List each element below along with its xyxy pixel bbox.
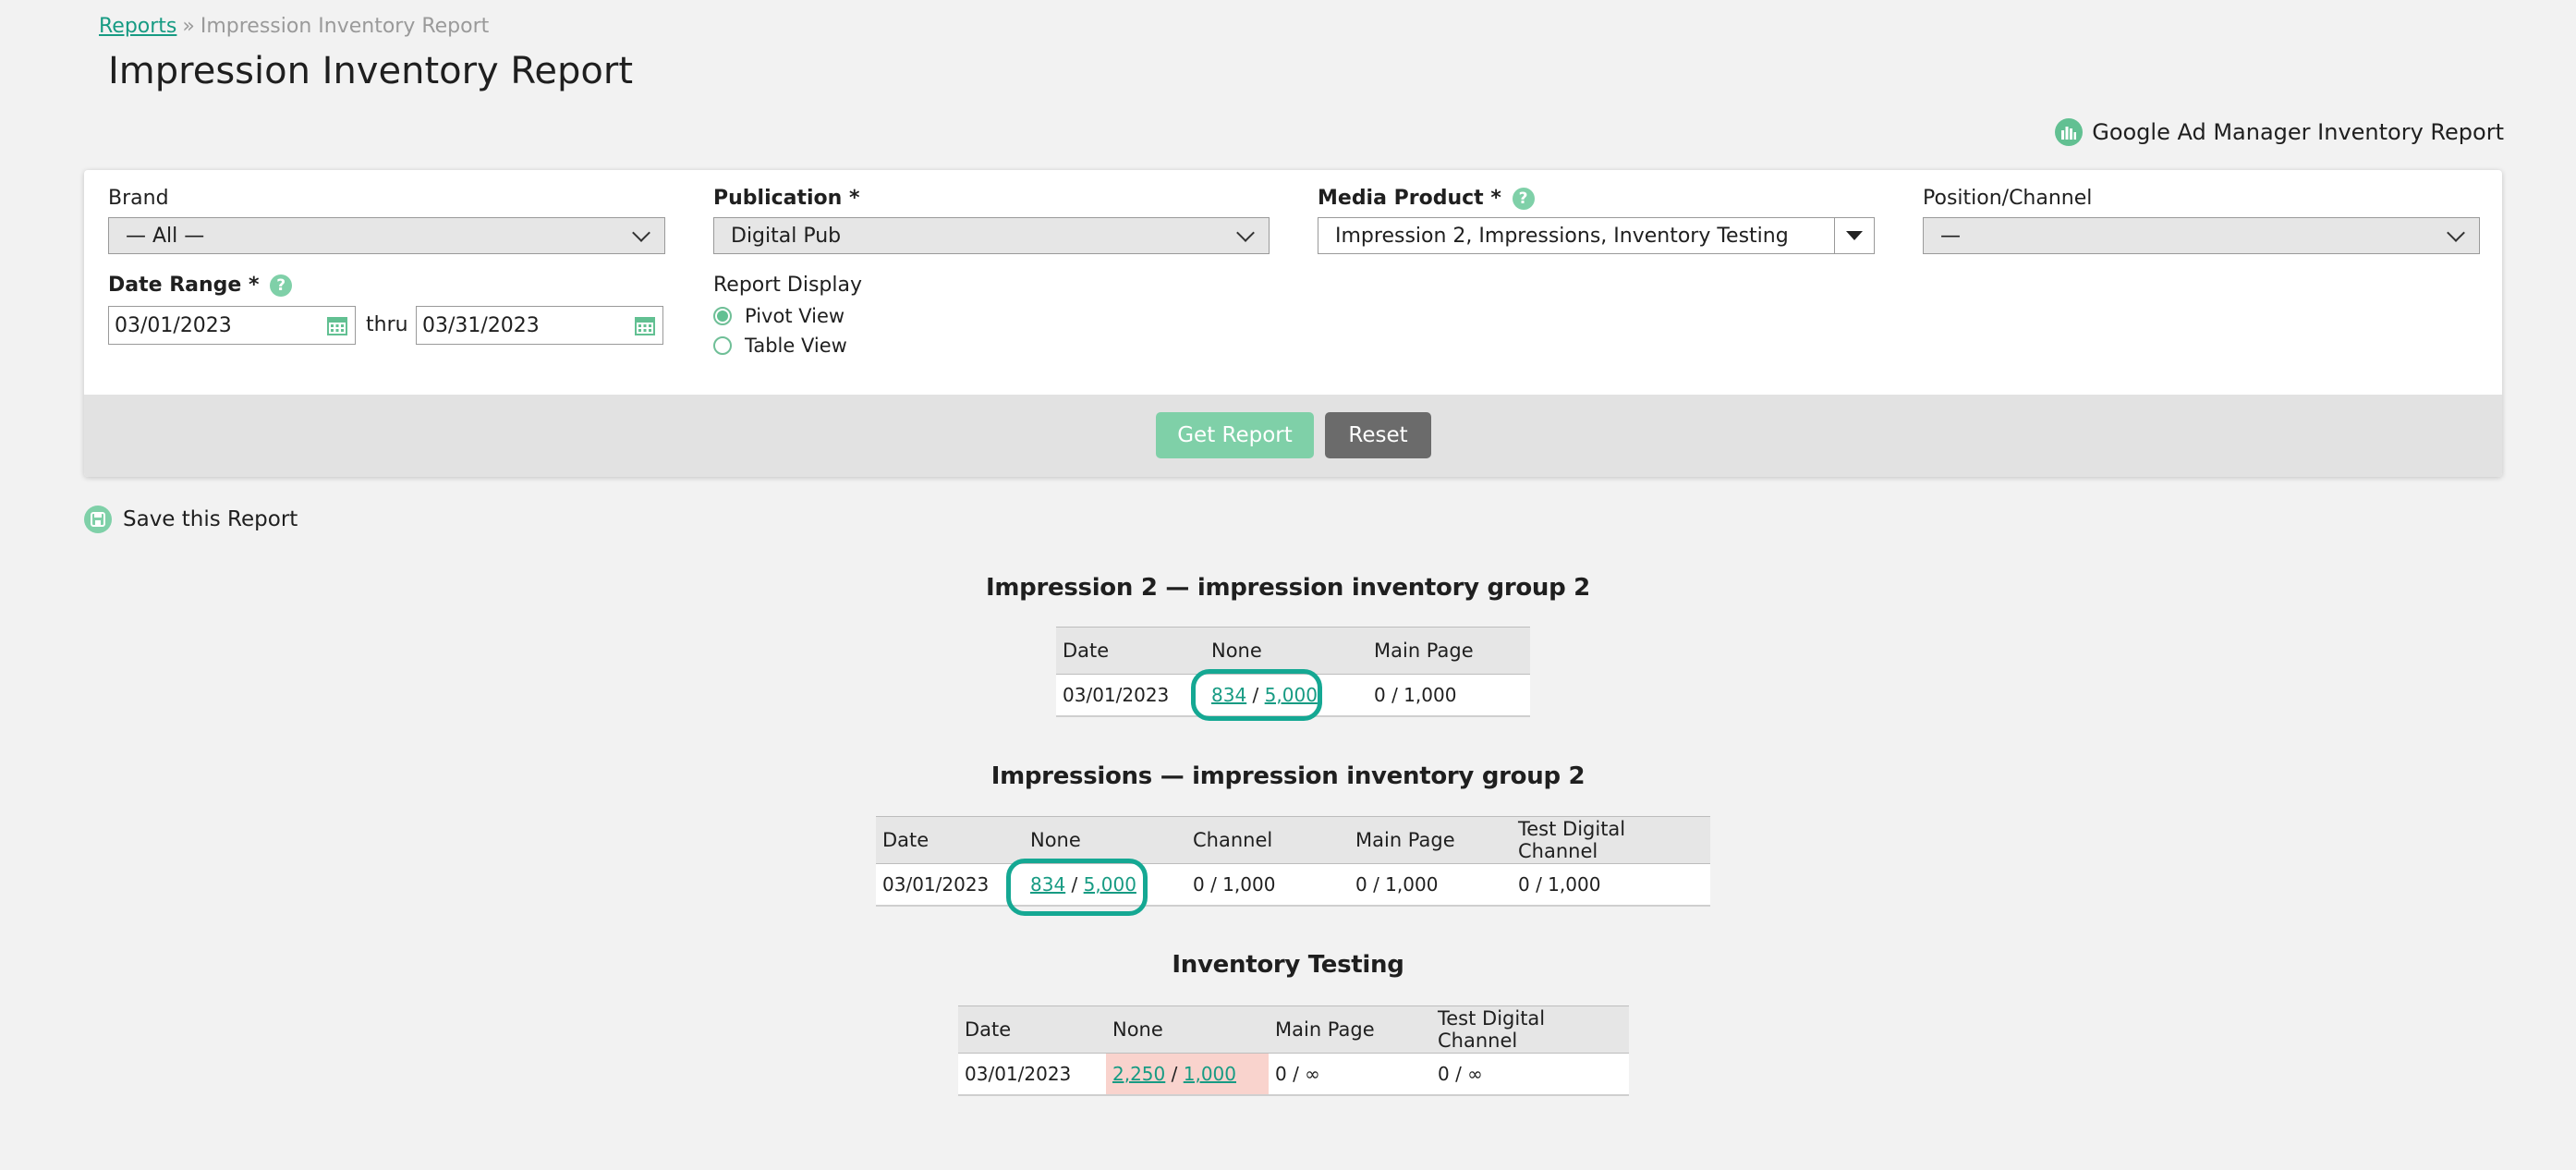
table-header-row: Date None Channel Main Page Test Digital… (876, 816, 1710, 864)
pivot-view-radio[interactable]: Pivot View (713, 305, 844, 327)
gam-link-label: Google Ad Manager Inventory Report (2092, 119, 2504, 145)
cell-test-digital-channel: 0 / 1,000 (1512, 863, 1710, 907)
column-header-none: None (1106, 1005, 1269, 1054)
cell-date: 03/01/2023 (876, 863, 1024, 907)
brand-select[interactable]: — All — (108, 217, 665, 254)
column-header-channel: Channel (1186, 816, 1349, 864)
media-product-combobox[interactable]: Impression 2, Impressions, Inventory Tes… (1318, 217, 1875, 254)
chevron-down-icon (1236, 224, 1255, 242)
calendar-icon[interactable] (635, 315, 655, 335)
report-title: Impression 2 — impression inventory grou… (986, 574, 1590, 602)
table-view-label: Table View (745, 335, 847, 357)
filter-panel: Brand — All — Publication * Digital Pub … (84, 170, 2502, 477)
help-icon[interactable]: ? (1512, 188, 1535, 210)
table-row: 03/01/2023 2,250 / 1,000 0 / ∞ 0 / ∞ (958, 1053, 1629, 1096)
column-header-main-page: Main Page (1269, 1005, 1431, 1054)
slash: / (1071, 873, 1078, 896)
cell-main-page: 0 / 1,000 (1367, 674, 1530, 717)
breadcrumb-separator: » (182, 15, 195, 38)
media-product-label: Media Product * ? (1318, 187, 1535, 210)
dropdown-toggle-button[interactable] (1834, 218, 1874, 253)
slash: / (1171, 1063, 1178, 1085)
breadcrumb: Reports» Impression Inventory Report (99, 15, 489, 38)
column-header-none: None (1205, 627, 1367, 675)
used-impressions-link[interactable]: 834 (1030, 873, 1066, 896)
save-report-link[interactable]: Save this Report (84, 506, 298, 533)
help-icon[interactable]: ? (270, 274, 293, 297)
highlight-ring (1006, 859, 1148, 916)
column-header-none: None (1024, 816, 1186, 864)
chevron-down-icon (2447, 224, 2465, 242)
start-date-value: 03/01/2023 (115, 313, 232, 337)
column-header-test-digital-channel: Test Digital Channel (1431, 1005, 1629, 1054)
bar-chart-icon (2055, 118, 2084, 146)
pivot-view-label: Pivot View (745, 305, 845, 327)
cell-none: 834 / 5,000 (1205, 674, 1367, 717)
cell-test-digital-channel: 0 / ∞ (1431, 1053, 1629, 1096)
column-header-main-page: Main Page (1349, 816, 1512, 864)
date-range-label-text: Date Range * (108, 274, 260, 297)
save-icon (84, 506, 112, 533)
table-view-radio[interactable]: Table View (713, 335, 847, 357)
publication-select-value: Digital Pub (731, 224, 842, 248)
page-title: Impression Inventory Report (108, 50, 634, 92)
media-product-value: Impression 2, Impressions, Inventory Tes… (1335, 224, 1789, 248)
total-impressions-link[interactable]: 5,000 (1083, 873, 1136, 896)
radio-selected-icon[interactable] (713, 307, 732, 325)
report-display-label: Report Display (713, 274, 863, 297)
brand-select-value: — All — (126, 224, 205, 248)
end-date-input[interactable]: 03/31/2023 (416, 306, 663, 345)
media-product-label-text: Media Product * (1318, 187, 1501, 210)
end-date-value: 03/31/2023 (422, 313, 540, 337)
report-table-impression-2: Date None Main Page 03/01/2023 834 / 5,0… (1056, 627, 1530, 717)
brand-label: Brand (108, 187, 169, 210)
chevron-down-icon (632, 224, 650, 242)
save-report-label: Save this Report (123, 507, 298, 531)
cell-main-page: 0 / 1,000 (1349, 863, 1512, 907)
gam-inventory-report-link[interactable]: Google Ad Manager Inventory Report (2055, 118, 2504, 146)
position-channel-select[interactable]: — (1923, 217, 2480, 254)
table-row: 03/01/2023 834 / 5,000 0 / 1,000 0 / 1,0… (876, 863, 1710, 907)
position-channel-label: Position/Channel (1923, 187, 2093, 210)
cell-main-page: 0 / ∞ (1269, 1053, 1431, 1096)
publication-label: Publication * (713, 187, 860, 210)
column-header-date: Date (876, 816, 1024, 864)
breadcrumb-current: Impression Inventory Report (200, 15, 490, 38)
used-impressions-link[interactable]: 2,250 (1112, 1063, 1166, 1085)
table-header-row: Date None Main Page Test Digital Channel (958, 1005, 1629, 1054)
cell-date: 03/01/2023 (1056, 674, 1205, 717)
slash: / (1252, 684, 1259, 706)
cell-none: 834 / 5,000 (1024, 863, 1186, 907)
highlight-ring (1191, 669, 1322, 721)
triangle-down-icon (1846, 231, 1863, 240)
date-range-thru: thru (366, 313, 408, 336)
column-header-main-page: Main Page (1367, 627, 1530, 675)
cell-none-over-capacity: 2,250 / 1,000 (1106, 1053, 1269, 1096)
column-header-date: Date (1056, 627, 1205, 675)
report-title: Inventory Testing (1172, 951, 1404, 979)
column-header-test-digital-channel: Test Digital Channel (1512, 816, 1710, 864)
table-header-row: Date None Main Page (1056, 627, 1530, 675)
position-channel-select-value: — (1940, 224, 1961, 248)
used-impressions-link[interactable]: 834 (1211, 684, 1247, 706)
start-date-input[interactable]: 03/01/2023 (108, 306, 356, 345)
column-header-date: Date (958, 1005, 1106, 1054)
reset-button[interactable]: Reset (1325, 412, 1431, 458)
date-range-label: Date Range * ? (108, 274, 293, 297)
get-report-button[interactable]: Get Report (1156, 412, 1314, 458)
report-title: Impressions — impression inventory group… (990, 762, 1586, 790)
calendar-icon[interactable] (327, 315, 347, 335)
filter-body: Brand — All — Publication * Digital Pub … (84, 170, 2502, 395)
report-table-inventory-testing: Date None Main Page Test Digital Channel… (958, 1005, 1629, 1096)
total-impressions-link[interactable]: 1,000 (1183, 1063, 1236, 1085)
cell-channel: 0 / 1,000 (1186, 863, 1349, 907)
publication-select[interactable]: Digital Pub (713, 217, 1270, 254)
report-table-impressions: Date None Channel Main Page Test Digital… (876, 816, 1710, 907)
radio-unselected-icon[interactable] (713, 336, 732, 355)
table-row: 03/01/2023 834 / 5,000 0 / 1,000 (1056, 674, 1530, 717)
breadcrumb-reports-link[interactable]: Reports (99, 15, 177, 38)
cell-date: 03/01/2023 (958, 1053, 1106, 1096)
